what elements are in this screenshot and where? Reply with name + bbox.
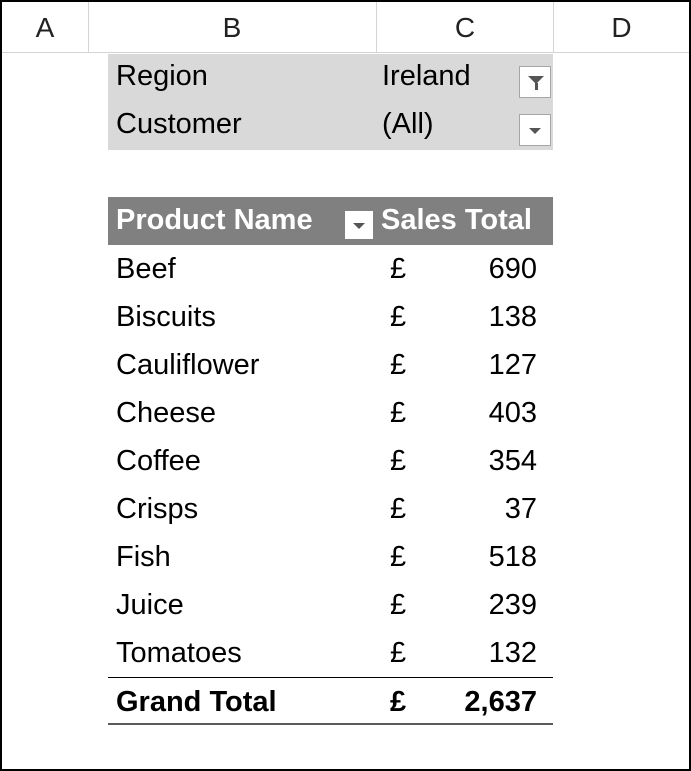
table-row[interactable]: Beef £ 690	[108, 245, 553, 293]
currency-symbol: £	[390, 397, 407, 429]
product-name-cell: Beef	[116, 253, 176, 285]
table-row[interactable]: Biscuits £ 138	[108, 293, 553, 341]
sales-amount-cell: 138	[488, 301, 537, 333]
grand-total-label: Grand Total	[116, 686, 277, 718]
product-name-cell: Juice	[116, 589, 184, 621]
table-row[interactable]: Fish £ 518	[108, 533, 553, 581]
table-row[interactable]: Juice £ 239	[108, 581, 553, 629]
currency-symbol: £	[390, 541, 407, 573]
table-row[interactable]: Cheese £ 403	[108, 389, 553, 437]
filter-label: Customer	[116, 108, 242, 140]
pivot-filter-area: Region Ireland Customer (All)	[108, 54, 553, 150]
filter-row-customer: Customer (All)	[108, 102, 553, 150]
filter-funnel-stem	[535, 83, 538, 90]
product-name-header: Product Name	[116, 204, 313, 236]
sales-amount-cell: 354	[488, 445, 537, 477]
filter-value: (All)	[382, 108, 434, 140]
product-name-cell: Crisps	[116, 493, 199, 525]
chevron-down-icon	[353, 223, 365, 229]
table-row[interactable]: Tomatoes £ 132	[108, 629, 553, 677]
currency-symbol: £	[390, 637, 407, 669]
currency-symbol: £	[390, 589, 407, 621]
grand-total-amount: 2,637	[464, 686, 537, 718]
filter-label: Region	[116, 60, 208, 92]
sales-amount-cell: 127	[488, 349, 537, 381]
table-row[interactable]: Cauliflower £ 127	[108, 341, 553, 389]
currency-symbol: £	[390, 686, 407, 718]
filter-value: Ireland	[382, 60, 471, 92]
table-row[interactable]: Coffee £ 354	[108, 437, 553, 485]
column-header-b[interactable]: B	[88, 2, 377, 52]
currency-symbol: £	[390, 445, 407, 477]
currency-symbol: £	[390, 493, 407, 525]
product-name-cell: Fish	[116, 541, 171, 573]
currency-symbol: £	[390, 253, 407, 285]
sales-amount-cell: 239	[488, 589, 537, 621]
currency-symbol: £	[390, 349, 407, 381]
table-row[interactable]: Crisps £ 37	[108, 485, 553, 533]
column-header-d[interactable]: D	[611, 12, 632, 43]
currency-symbol: £	[390, 301, 407, 333]
pivot-table-header: Product Name Sales Total	[108, 197, 553, 245]
column-header-c[interactable]: C	[377, 2, 554, 52]
filter-row-region: Region Ireland	[108, 54, 553, 102]
sales-amount-cell: 690	[488, 253, 537, 285]
column-header-bar: A B C D	[2, 2, 689, 53]
chevron-down-icon	[529, 128, 541, 134]
sales-amount-cell: 403	[488, 397, 537, 429]
product-name-dropdown-button[interactable]	[344, 210, 374, 240]
product-name-cell: Tomatoes	[116, 637, 242, 669]
sales-amount-cell: 518	[488, 541, 537, 573]
sales-amount-cell: 37	[504, 493, 537, 525]
product-name-cell: Cheese	[116, 397, 216, 429]
grand-total-row[interactable]: Grand Total £ 2,637	[108, 677, 553, 725]
product-name-cell: Biscuits	[116, 301, 216, 333]
product-name-cell: Cauliflower	[116, 349, 260, 381]
product-name-cell: Coffee	[116, 445, 201, 477]
sales-total-header: Sales Total	[381, 204, 532, 236]
sales-amount-cell: 132	[488, 637, 537, 669]
filter-funnel-icon	[528, 76, 544, 84]
customer-dropdown-button[interactable]	[519, 114, 551, 146]
column-header-a[interactable]: A	[2, 2, 89, 52]
region-filter-button[interactable]	[519, 66, 551, 98]
pivot-table-body: Beef £ 690 Biscuits £ 138 Cauliflower £ …	[108, 245, 553, 677]
